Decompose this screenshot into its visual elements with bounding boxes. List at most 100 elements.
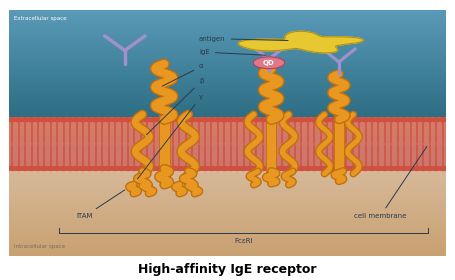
Circle shape xyxy=(245,166,255,171)
Circle shape xyxy=(316,166,325,171)
Bar xyxy=(9,216,446,217)
Circle shape xyxy=(162,166,171,171)
Circle shape xyxy=(91,166,101,171)
Bar xyxy=(9,86,446,88)
Bar xyxy=(9,209,446,211)
Circle shape xyxy=(245,117,255,122)
Bar xyxy=(9,168,446,169)
Bar xyxy=(9,195,446,196)
Bar xyxy=(9,51,446,53)
Bar xyxy=(9,231,446,232)
Bar xyxy=(9,178,446,179)
Bar xyxy=(9,164,446,165)
Bar xyxy=(9,190,446,192)
Bar xyxy=(9,157,446,158)
Bar xyxy=(9,225,446,227)
Text: IgE: IgE xyxy=(199,49,266,55)
Bar xyxy=(9,156,446,157)
Circle shape xyxy=(258,166,268,171)
Bar xyxy=(9,88,446,89)
Circle shape xyxy=(264,166,274,171)
Bar xyxy=(9,32,446,34)
Bar xyxy=(9,186,446,187)
Circle shape xyxy=(386,166,396,171)
Bar xyxy=(9,227,446,228)
Bar xyxy=(9,243,446,244)
Circle shape xyxy=(207,117,216,122)
Bar xyxy=(9,204,446,205)
Bar xyxy=(9,53,446,54)
Circle shape xyxy=(438,117,448,122)
Bar xyxy=(9,228,446,230)
Bar xyxy=(9,13,446,14)
Bar xyxy=(9,119,446,120)
Circle shape xyxy=(297,117,306,122)
Circle shape xyxy=(27,117,36,122)
Circle shape xyxy=(213,117,222,122)
Bar xyxy=(9,171,446,172)
Bar xyxy=(9,176,446,178)
Bar xyxy=(9,102,446,104)
Bar xyxy=(9,95,446,97)
Bar xyxy=(9,127,446,128)
Bar xyxy=(9,31,446,32)
Text: FcεRI: FcεRI xyxy=(234,238,253,244)
Bar xyxy=(9,144,446,145)
Bar xyxy=(334,115,344,174)
Bar xyxy=(9,179,446,180)
Bar xyxy=(9,93,446,94)
Bar xyxy=(9,198,446,199)
Bar xyxy=(9,131,446,132)
Circle shape xyxy=(431,166,441,171)
Circle shape xyxy=(271,117,280,122)
Bar xyxy=(9,203,446,204)
Bar xyxy=(9,217,446,218)
Circle shape xyxy=(297,166,306,171)
Bar xyxy=(9,63,446,65)
Circle shape xyxy=(213,166,222,171)
Bar xyxy=(9,81,446,82)
Circle shape xyxy=(322,117,332,122)
Circle shape xyxy=(348,166,358,171)
Bar xyxy=(9,147,446,148)
Bar xyxy=(9,89,446,90)
Bar xyxy=(9,219,446,220)
Bar xyxy=(9,66,446,67)
Bar xyxy=(9,246,446,247)
Circle shape xyxy=(72,117,81,122)
Text: Intracellular space: Intracellular space xyxy=(15,244,66,249)
Circle shape xyxy=(40,117,49,122)
Bar xyxy=(9,94,446,95)
Bar xyxy=(9,58,446,59)
Bar xyxy=(9,11,446,13)
Text: antigen: antigen xyxy=(199,36,288,42)
Bar xyxy=(9,223,446,224)
Bar xyxy=(9,114,446,116)
Bar xyxy=(9,215,446,216)
Bar xyxy=(9,117,446,118)
Circle shape xyxy=(7,166,17,171)
Bar xyxy=(9,196,446,197)
Bar xyxy=(9,222,446,223)
Text: cell membrane: cell membrane xyxy=(354,146,427,219)
Circle shape xyxy=(116,166,126,171)
Circle shape xyxy=(406,166,415,171)
Bar xyxy=(9,73,446,74)
Bar xyxy=(9,97,446,98)
Circle shape xyxy=(438,166,448,171)
Ellipse shape xyxy=(253,57,285,69)
Bar xyxy=(9,90,446,92)
Bar xyxy=(9,92,446,93)
Bar xyxy=(9,244,446,246)
Bar xyxy=(9,20,446,22)
Circle shape xyxy=(252,166,261,171)
Bar xyxy=(9,126,446,127)
Bar xyxy=(9,25,446,26)
Bar xyxy=(9,38,446,39)
Bar xyxy=(9,133,446,134)
Circle shape xyxy=(226,117,236,122)
Circle shape xyxy=(66,117,75,122)
Bar xyxy=(9,239,446,240)
Circle shape xyxy=(116,117,126,122)
Circle shape xyxy=(412,166,422,171)
